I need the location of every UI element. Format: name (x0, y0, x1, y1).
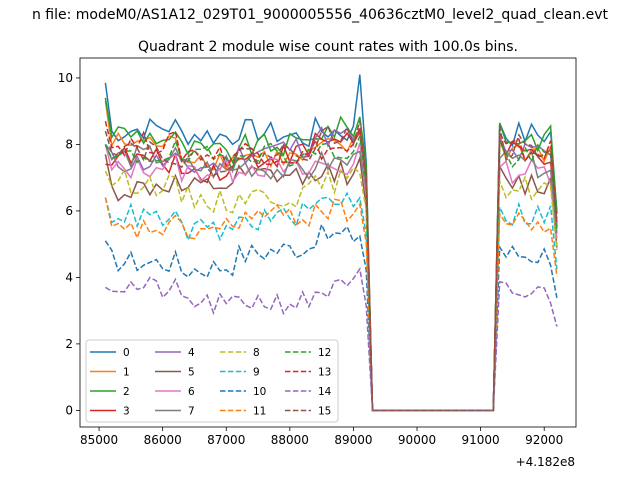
series-line-4 (104, 125, 558, 412)
x-tick-label: 89000 (334, 433, 372, 447)
series-line-2 (104, 97, 558, 412)
legend-frame (85, 339, 339, 423)
chart-title: Quadrant 2 module wise count rates with … (138, 39, 518, 55)
x-offset-label: +4.182e8 (516, 455, 575, 469)
legend-label-9: 9 (253, 367, 260, 379)
x-tick-label: 92000 (525, 433, 563, 447)
legend-label-12: 12 (318, 347, 331, 359)
x-tick-label: 85000 (80, 433, 118, 447)
legend-label-14: 14 (318, 386, 332, 398)
x-tick-label: 91000 (462, 433, 500, 447)
axes-frame (79, 57, 577, 428)
figure-suptitle: n file: modeM0/AS1A12_029T01_9000005556_… (32, 7, 609, 23)
x-tick-label: 86000 (144, 433, 182, 447)
y-tick-label: 10 (58, 71, 73, 85)
legend-label-7: 7 (188, 406, 195, 418)
legend-label-2: 2 (123, 386, 130, 398)
legend-label-10: 10 (253, 386, 266, 398)
series-line-7 (104, 144, 558, 412)
y-tick-label: 8 (65, 137, 73, 151)
series-line-8 (104, 166, 558, 412)
series-line-12 (104, 133, 558, 412)
series-line-6 (104, 142, 558, 412)
plot-lines (104, 74, 558, 412)
legend-label-13: 13 (318, 367, 331, 379)
legend-label-0: 0 (123, 347, 130, 359)
x-tick-label: 87000 (207, 433, 245, 447)
x-tick-label: 88000 (271, 433, 309, 447)
y-tick-label: 6 (65, 204, 73, 218)
series-line-9 (104, 191, 558, 412)
legend-label-15: 15 (318, 406, 331, 418)
legend-label-6: 6 (188, 386, 195, 398)
x-axis-ticks: 85000 86000 87000 88000 89000 90000 91000 92000 (80, 427, 563, 447)
legend-label-4: 4 (188, 347, 195, 359)
series-line-15 (104, 120, 558, 412)
legend-label-5: 5 (188, 367, 195, 379)
series-line-10 (104, 222, 558, 412)
legend-label-1: 1 (123, 367, 130, 379)
y-tick-label: 2 (65, 337, 73, 351)
legend-label-8: 8 (253, 347, 260, 359)
series-line-11 (104, 197, 558, 412)
y-axis-ticks: 0 2 4 6 8 10 (58, 71, 80, 417)
y-tick-label: 4 (65, 270, 73, 284)
legend-label-11: 11 (253, 406, 266, 418)
x-tick-label: 90000 (398, 433, 436, 447)
series-line-14 (105, 267, 558, 412)
legend-label-3: 3 (123, 406, 130, 418)
y-tick-label: 0 (65, 403, 73, 417)
series-line-5 (104, 154, 558, 412)
